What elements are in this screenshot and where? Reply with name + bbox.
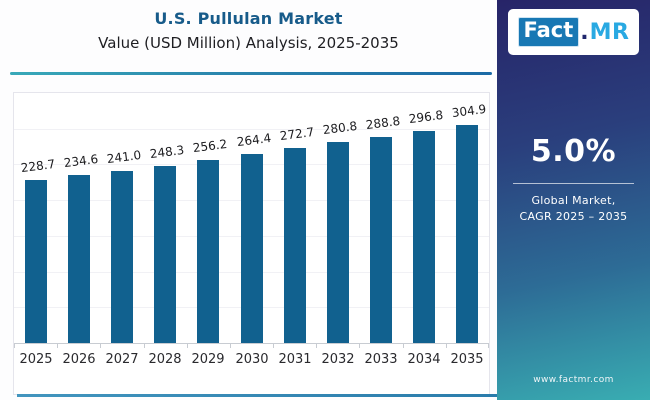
x-axis-tick [230, 343, 231, 348]
x-axis-tick [100, 343, 101, 348]
cagr-label: Global Market, CAGR 2025 – 2035 [497, 193, 650, 225]
x-axis-label: 2031 [278, 352, 312, 367]
cagr-value: 5.0% [530, 134, 617, 169]
bar-value-label: 256.2 [192, 136, 228, 156]
bar-2035 [456, 125, 478, 343]
x-axis-tick [273, 343, 274, 348]
x-axis-tick [488, 343, 489, 348]
bar-2032 [327, 142, 349, 343]
website-url: www.factmr.com [533, 375, 614, 385]
bar-2027 [111, 171, 133, 343]
factmr-logo: Fact . MR [508, 9, 639, 55]
bar-value-label: 264.4 [236, 130, 272, 150]
x-axis-tick [187, 343, 188, 348]
bar-2031 [284, 148, 306, 343]
logo-mr-text: MR [589, 19, 630, 45]
header-divider [10, 72, 492, 75]
chart-area: U.S. Pullulan Market Value (USD Million)… [10, 9, 497, 397]
x-axis-tick [316, 343, 317, 348]
bottom-divider [17, 394, 497, 397]
plot-area: 228.7 234.6 241.0 248.3 256.2 264.4 272.7 280.8… [14, 93, 489, 348]
bar-2030 [241, 154, 263, 343]
x-axis-label: 2025 [19, 352, 53, 367]
cagr-divider [513, 183, 634, 184]
sidebar: Fact . MR 5.0% Global Market, CAGR 2025 … [497, 0, 650, 400]
chart-panel: 228.7 234.6 241.0 248.3 256.2 264.4 272.7 280.8… [13, 92, 490, 395]
x-axis-label: 2033 [364, 352, 398, 367]
bar-2028 [154, 166, 176, 343]
bar-2029 [197, 160, 219, 343]
cagr-label-line2: CAGR 2025 – 2035 [519, 210, 628, 223]
bar-value-label: 296.8 [408, 107, 444, 127]
x-axis-label: 2035 [450, 352, 484, 367]
bar-value-label: 280.8 [322, 118, 358, 138]
x-axis-label: 2029 [191, 352, 225, 367]
bar-2034 [413, 131, 435, 343]
bar-value-label: 228.7 [20, 156, 56, 176]
logo-dot-text: . [580, 19, 589, 45]
x-axis-line [14, 343, 489, 344]
x-axis-tick [144, 343, 145, 348]
cagr-label-line1: Global Market, [531, 194, 616, 207]
x-axis-tick [446, 343, 447, 348]
x-axis-tick [57, 343, 58, 348]
x-axis-label: 2030 [235, 352, 269, 367]
x-axis-label: 2028 [148, 352, 182, 367]
page-subtitle: Value (USD Million) Analysis, 2025-2035 [98, 34, 399, 52]
bar-value-label: 234.6 [63, 151, 99, 171]
bar-2025 [25, 180, 47, 343]
bar-2033 [370, 137, 392, 343]
x-axis-tick [403, 343, 404, 348]
x-axis-label: 2032 [321, 352, 355, 367]
bar-value-label: 248.3 [149, 142, 185, 162]
page-title: U.S. Pullulan Market [154, 9, 343, 28]
bar-value-label: 304.9 [451, 101, 487, 121]
y-gridline [14, 129, 489, 130]
x-axis-tick [14, 343, 15, 348]
x-axis-label: 2034 [407, 352, 441, 367]
logo-fact-text: Fact [517, 17, 580, 47]
bar-2026 [68, 175, 90, 343]
x-axis-label: 2027 [105, 352, 139, 367]
x-axis-tick [359, 343, 360, 348]
bar-value-label: 272.7 [279, 124, 315, 144]
x-axis-label: 2026 [62, 352, 96, 367]
